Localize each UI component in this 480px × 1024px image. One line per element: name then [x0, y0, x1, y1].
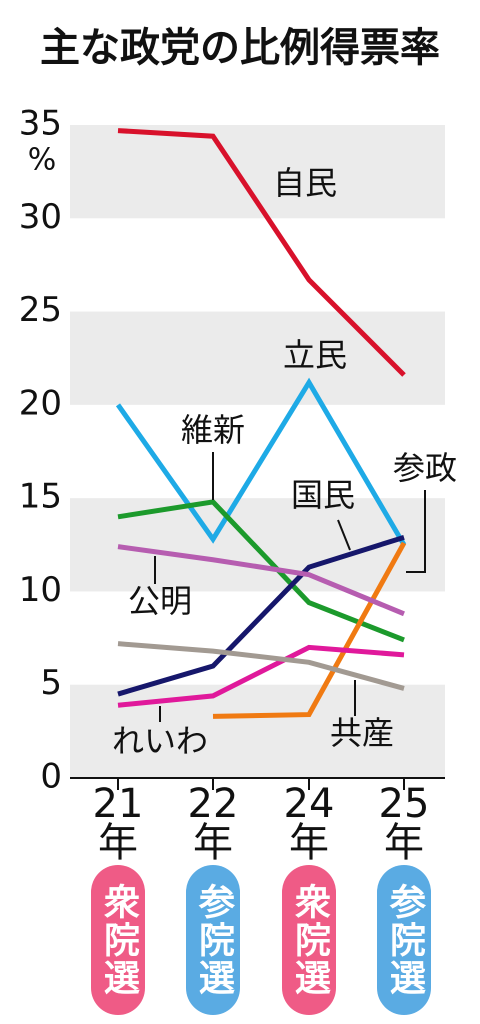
y-tick-label: 0 — [40, 757, 62, 797]
y-tick-label: 10 — [19, 570, 62, 610]
grid-band — [70, 311, 445, 405]
series-line — [115, 377, 407, 547]
x-unit: 年 — [384, 820, 424, 866]
series-label: 共産 — [330, 714, 394, 752]
y-tick-label: 15 — [19, 477, 62, 517]
y-unit: % — [28, 143, 57, 178]
y-tick-label: 35 — [19, 104, 62, 144]
grid-band — [70, 498, 445, 592]
election-badge: 参院選 — [186, 865, 240, 1015]
series-label: 国民 — [291, 476, 355, 514]
series-line — [117, 641, 405, 691]
series-line — [117, 544, 405, 617]
x-unit: 年 — [98, 820, 138, 866]
x-tick-label: 21 — [93, 781, 144, 827]
chart-title: 主な政党の比例得票率 — [40, 25, 440, 71]
series-label: 維新 — [181, 411, 245, 449]
series-label: 公明 — [128, 582, 192, 620]
leader-line — [337, 519, 351, 551]
election-badge: 衆院選 — [91, 865, 145, 1015]
series-line — [117, 534, 405, 697]
y-tick-label: 5 — [40, 663, 62, 703]
x-unit: 年 — [289, 820, 329, 866]
election-badge: 衆院選 — [282, 865, 336, 1015]
series-label: 参政 — [393, 449, 457, 487]
y-tick-label: 30 — [19, 197, 62, 237]
leader-line — [406, 490, 426, 573]
series-line — [117, 128, 406, 377]
series-line — [117, 499, 405, 643]
y-tick-label: 25 — [19, 290, 62, 330]
x-tick-label: 24 — [284, 781, 335, 827]
x-tick-label: 22 — [188, 781, 239, 827]
series-label: 自民 — [273, 164, 337, 202]
series-label: れいわ — [112, 722, 208, 760]
series-line — [117, 644, 405, 708]
series-label: 立民 — [283, 336, 347, 374]
x-tick-label: 25 — [379, 781, 430, 827]
grid-band — [70, 684, 445, 778]
election-badge: 参院選 — [377, 865, 431, 1015]
x-unit: 年 — [193, 820, 233, 866]
y-tick-label: 20 — [19, 383, 62, 423]
